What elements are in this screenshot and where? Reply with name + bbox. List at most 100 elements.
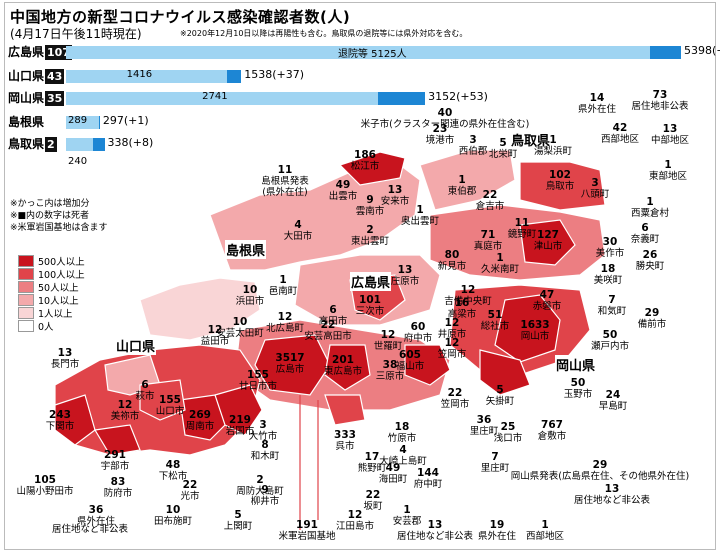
municipality-label: 1 東伯郡 (448, 174, 477, 198)
municipality-label: 42 西部地区 (600, 123, 640, 146)
case-count: 155 (247, 369, 269, 381)
legend-item: 0人 (18, 319, 85, 333)
legend-swatch (18, 293, 34, 306)
legend-swatch (18, 319, 34, 332)
municipality-name: 府中町 (413, 479, 443, 490)
municipality-label: 8 和木町 (251, 440, 280, 463)
municipality-label: 49 海田町 (379, 462, 408, 486)
legend-label: 500人以上 (38, 256, 85, 268)
municipality-name: 新見市 (437, 261, 467, 272)
region-higashihiroshima (324, 344, 371, 391)
municipality-name: 防府市 (103, 488, 133, 499)
municipality-label: 3 八頭町 (581, 178, 610, 201)
municipality-label: 4 大田市 (284, 220, 313, 243)
bar-pref-label: 広島県 107 (8, 44, 72, 60)
municipality-label: 1 奥出雲町 (401, 205, 439, 228)
municipality-name: 県外在住 (477, 531, 517, 542)
municipality-name: 大竹市 (248, 431, 278, 442)
case-count: 186 (354, 149, 376, 161)
case-count: 1 (403, 504, 411, 516)
case-count: 36 (476, 414, 492, 426)
bar-recovered-label: 289 (68, 115, 88, 126)
legend-item: 50人以上 (18, 280, 85, 294)
case-count: 13 (427, 519, 443, 531)
case-count: 22 (482, 189, 498, 201)
bar-pref-name: 山口県 (8, 69, 45, 83)
municipality-label: 60 府中市 (404, 322, 433, 345)
municipality-label: 6 奈義町 (630, 222, 660, 246)
case-count: 10 (232, 316, 248, 328)
municipality-label: 12 吉備中央町 (444, 285, 492, 308)
municipality-label: 1 西粟倉村 (631, 197, 669, 220)
municipality-label: 11 鏡野町 (508, 218, 537, 241)
case-count: 12 (444, 337, 460, 349)
municipality-label: 38 三原市 (376, 359, 405, 383)
municipality-label: 1 西部地区 (526, 520, 564, 543)
municipality-name: 出雲市 (328, 191, 358, 202)
municipality-name: 鳥取市 (545, 181, 575, 192)
municipality-name: 上関町 (223, 521, 253, 532)
municipality-label: 6 萩市 (135, 380, 154, 403)
bar-recovered (66, 92, 379, 105)
municipality-label: 10 安芸太田町 (216, 316, 264, 340)
case-count: 14 (589, 92, 605, 104)
case-count: 1 (496, 252, 504, 264)
case-count: 38 (382, 359, 398, 371)
municipality-label: 186 松江市 (351, 149, 380, 173)
municipality-label: 13 中部地区 (651, 124, 689, 147)
municipality-name: 広島市 (275, 364, 305, 375)
case-count: 6 (641, 222, 649, 234)
case-count: 1 (664, 159, 672, 171)
case-count: 49 (335, 179, 351, 191)
region-okayama-city (494, 294, 561, 363)
page-subtitle: (4月17日午後11時現在) (10, 27, 142, 41)
case-count: 2 (366, 224, 374, 236)
municipality-label: 12 益田市 (200, 325, 230, 348)
municipality-label: 12 美祢市 (110, 400, 140, 423)
case-count: 30 (602, 236, 618, 248)
municipality-label: 23 境港市 (426, 124, 455, 147)
case-count: 25 (500, 421, 516, 433)
case-count: 49 (385, 462, 401, 474)
municipality-name: 益田市 (200, 336, 230, 347)
municipality-label: 1 邑南町 (269, 275, 298, 298)
case-count: 155 (159, 394, 181, 406)
bar-total-label: 1538(+37) (244, 68, 305, 81)
legend-item: 500人以上 (18, 254, 85, 268)
municipality-label: 22 笠岡市 (441, 388, 470, 411)
municipality-label: 12 北広島町 (266, 312, 304, 335)
bar-pref-name: 島根県 (8, 115, 45, 129)
municipality-name: 奈義町 (630, 234, 660, 245)
municipality-name: 周南市 (185, 421, 215, 432)
municipality-label: 6 高田市 (319, 305, 348, 328)
municipality-name: 熊野町 (357, 463, 387, 474)
case-count: 51 (487, 309, 503, 321)
region-tsuyama (519, 219, 576, 266)
bar-pref-name: 広島県 (8, 45, 45, 59)
bar-recovered-label: 退院等 5125人 (337, 49, 407, 60)
municipality-name: 東広島市 (323, 366, 363, 377)
municipality-name: 美祢市 (110, 411, 140, 422)
municipality-name: 西部地区 (600, 134, 640, 145)
case-count: 83 (110, 476, 126, 488)
case-count: 1 (458, 174, 466, 186)
municipality-name: 田布施町 (153, 516, 193, 527)
case-count: 13 (397, 264, 413, 276)
municipality-label: 22 光市 (180, 480, 199, 503)
bar-total-label: 297(+1) (102, 114, 149, 127)
case-count: 9 (261, 484, 269, 496)
case-count: 102 (549, 169, 571, 181)
case-count: 47 (539, 289, 555, 301)
legend-swatch (18, 267, 34, 280)
legend-item: 10人以上 (18, 293, 85, 307)
municipality-label: 25 浅口市 (494, 421, 523, 445)
municipality-name: 真庭市 (473, 241, 503, 252)
case-count: 17 (364, 451, 380, 463)
page-title: 中国地方の新型コロナウイルス感染確認者数(人) (10, 8, 351, 26)
municipality-label: 10 田布施町 (153, 505, 193, 528)
region-tottori-west (419, 149, 516, 211)
municipality-name: 東部地区 (648, 171, 688, 182)
municipality-label: 16 高梁市 (448, 298, 477, 321)
case-count: 26 (642, 249, 658, 261)
